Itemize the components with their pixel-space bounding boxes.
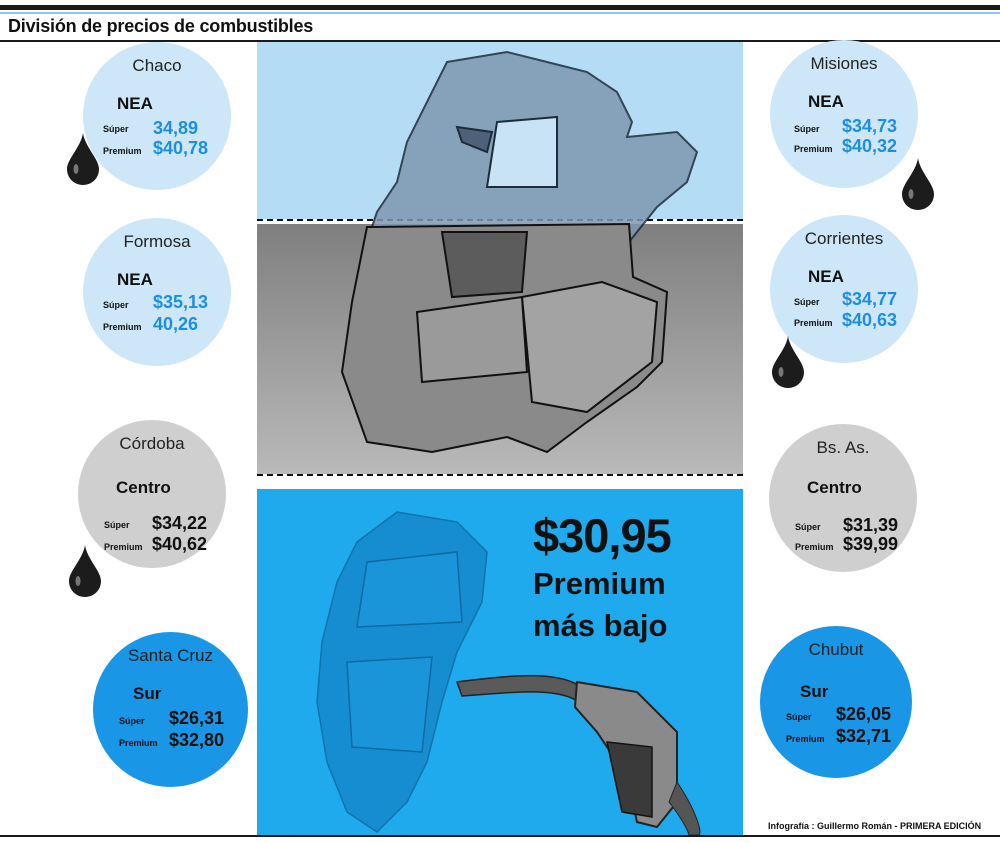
super-label: Súper bbox=[795, 522, 821, 532]
bs-as-province-shape bbox=[520, 280, 659, 414]
province-name: Bs. As. bbox=[816, 438, 870, 457]
premium-price: $40,78 bbox=[153, 138, 209, 158]
super-label: Súper bbox=[104, 520, 130, 530]
santiago-province-shape bbox=[440, 231, 529, 299]
region-label: NEA bbox=[117, 270, 153, 289]
super-price: $35,13 bbox=[153, 292, 209, 312]
premium-label: Premium bbox=[794, 318, 833, 328]
super-price: $34,77 bbox=[842, 289, 898, 309]
cordoba-price-bubble: Córdoba Centro Súper $34,22 Premium $40,… bbox=[78, 420, 226, 568]
premium-label: Premium bbox=[795, 542, 834, 552]
misiones-price-bubble: Misiones NEA Súper $34,73 Premium $40,32 bbox=[770, 40, 918, 188]
oil-drop-icon bbox=[772, 336, 804, 388]
formosa-price-bubble: Formosa NEA Súper $35,13 Premium 40,26 bbox=[83, 218, 231, 366]
region-label: NEA bbox=[808, 267, 844, 286]
argentina-map-graphic bbox=[316, 50, 701, 835]
province-name: Córdoba bbox=[119, 434, 185, 453]
premium-price: $32,80 bbox=[169, 730, 225, 750]
premium-label: Premium bbox=[103, 322, 142, 332]
province-name: Chaco bbox=[132, 56, 182, 75]
region-divider-bottom bbox=[257, 474, 743, 476]
chaco-price-bubble: Chaco NEA Súper 34,89 Premium $40,78 bbox=[83, 42, 231, 190]
oil-drop-icon bbox=[69, 545, 101, 597]
cordoba-province-shape bbox=[415, 295, 529, 384]
super-price: $26,05 bbox=[836, 704, 892, 724]
title-rule bbox=[0, 40, 1000, 42]
super-label: Súper bbox=[786, 712, 812, 722]
super-price: $31,39 bbox=[843, 515, 899, 535]
province-name: Formosa bbox=[123, 232, 191, 251]
super-label: Súper bbox=[119, 716, 145, 726]
lowest-price-label-line1: Premium bbox=[533, 566, 666, 601]
premium-label: Premium bbox=[103, 146, 142, 156]
super-label: Súper bbox=[103, 300, 129, 310]
formosa-province-shape bbox=[455, 125, 494, 154]
oil-drop-icon bbox=[67, 133, 99, 185]
region-label: Centro bbox=[116, 478, 171, 497]
province-name: Chubut bbox=[808, 640, 864, 659]
super-price: $26,31 bbox=[169, 708, 225, 728]
region-label: Sur bbox=[800, 682, 829, 701]
premium-price: 40,26 bbox=[153, 314, 199, 334]
santa-cruz-price-bubble: Santa Cruz Sur Súper $26,31 Premium $32,… bbox=[93, 632, 248, 787]
region-label: Sur bbox=[133, 684, 162, 703]
region-label: NEA bbox=[808, 92, 844, 111]
header-bar bbox=[0, 5, 1000, 10]
premium-price: $32,71 bbox=[836, 726, 892, 746]
super-price: $34,73 bbox=[842, 116, 898, 136]
chubut-province-shape bbox=[356, 551, 463, 628]
premium-label: Premium bbox=[104, 542, 143, 552]
region-label: NEA bbox=[117, 94, 153, 113]
header-accent-line bbox=[0, 12, 1000, 14]
super-price: 34,89 bbox=[153, 118, 199, 138]
premium-label: Premium bbox=[119, 738, 158, 748]
province-name: Misiones bbox=[810, 54, 878, 73]
fuel-nozzle-icon bbox=[455, 674, 701, 835]
premium-price: $39,99 bbox=[843, 534, 899, 554]
province-name: Corrientes bbox=[804, 229, 884, 248]
province-name: Santa Cruz bbox=[127, 646, 214, 665]
super-label: Súper bbox=[794, 124, 820, 134]
premium-price: $40,32 bbox=[842, 136, 898, 156]
super-label: Súper bbox=[103, 124, 129, 134]
chaco-province-shape bbox=[485, 115, 558, 188]
lowest-price-value: $30,95 bbox=[533, 509, 672, 562]
bs-as-price-bubble: Bs. As. Centro Súper $31,39 Premium $39,… bbox=[769, 424, 917, 572]
region-label: Centro bbox=[807, 478, 862, 497]
premium-label: Premium bbox=[786, 734, 825, 744]
credit-line: Infografía : Guillermo Román - PRIMERA E… bbox=[768, 821, 982, 831]
santa-cruz-province-shape bbox=[346, 656, 433, 753]
oil-drop-icon bbox=[902, 158, 934, 210]
bottom-rule bbox=[0, 835, 1000, 837]
corrientes-price-bubble: Corrientes NEA Súper $34,77 Premium $40,… bbox=[770, 215, 918, 363]
chubut-price-bubble: Chubut Sur Súper $26,05 Premium $32,71 bbox=[760, 626, 912, 778]
super-price: $34,22 bbox=[152, 513, 208, 533]
lowest-price-label-line2: más bajo bbox=[533, 608, 668, 643]
super-label: Súper bbox=[794, 297, 820, 307]
page-title: División de precios de combustibles bbox=[8, 16, 314, 36]
premium-price: $40,62 bbox=[152, 534, 208, 554]
premium-price: $40,63 bbox=[842, 310, 898, 330]
premium-label: Premium bbox=[794, 144, 833, 154]
